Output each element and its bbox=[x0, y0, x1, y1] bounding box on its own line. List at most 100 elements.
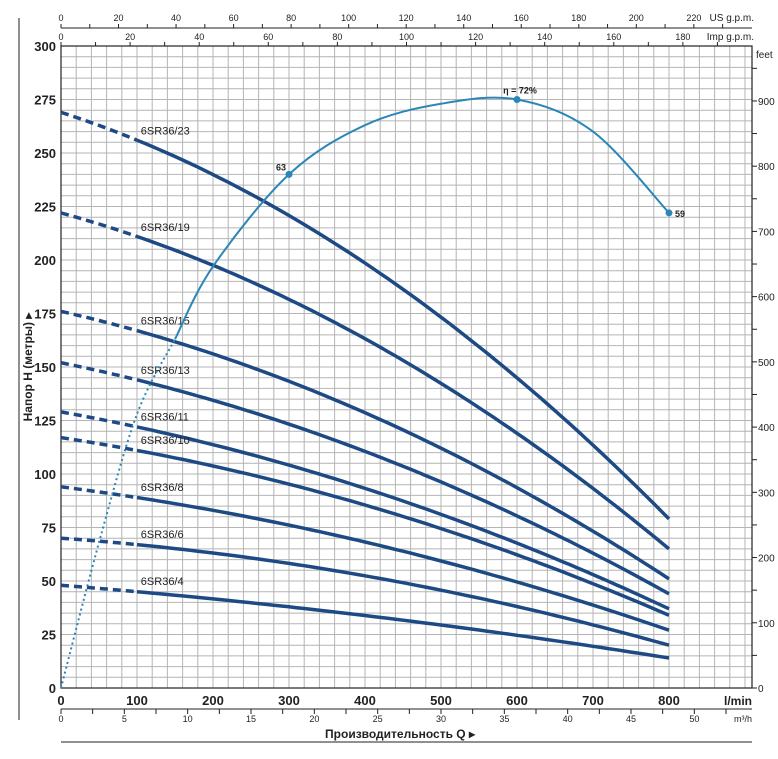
pump-curve-extrapolated bbox=[60, 410, 138, 429]
us-gpm-tick-label: 20 bbox=[114, 13, 124, 23]
x-tick-label: 600 bbox=[506, 693, 528, 708]
m3h-tick-label: 0 bbox=[58, 714, 63, 724]
x-tick-label: 400 bbox=[354, 693, 376, 708]
pump-curve bbox=[136, 234, 671, 551]
efficiency-marker bbox=[285, 170, 293, 178]
us-gpm-axis-label: US g.p.m. bbox=[710, 13, 754, 24]
m3h-tick-label: 30 bbox=[436, 714, 446, 724]
imp-gpm-tick-label: 60 bbox=[263, 32, 273, 42]
pump-curve-label: 6SR36/19 bbox=[141, 222, 190, 234]
m3h-tick-label: 50 bbox=[689, 714, 699, 724]
feet-axis-label: feet bbox=[756, 50, 773, 61]
feet-tick-label: 700 bbox=[758, 227, 775, 238]
pump-curve bbox=[136, 448, 670, 617]
feet-tick-label: 0 bbox=[758, 684, 764, 695]
m3h-tick-label: 10 bbox=[183, 714, 193, 724]
y-axis-title: Напор H (метры) ▸ bbox=[21, 312, 35, 422]
pump-curve bbox=[136, 328, 670, 581]
m3h-tick-label: 20 bbox=[309, 714, 319, 724]
us-gpm-tick-label: 200 bbox=[629, 13, 644, 23]
pump-curve-extrapolated bbox=[60, 211, 138, 239]
efficiency-label: 59 bbox=[675, 209, 685, 219]
m3h-tick-label: 40 bbox=[563, 714, 573, 724]
x-tick-label: 300 bbox=[278, 693, 300, 708]
imp-gpm-axis-label: Imp g.p.m. bbox=[707, 32, 754, 43]
us-gpm-tick-label: 100 bbox=[341, 13, 356, 23]
efficiency-label: η = 72% bbox=[503, 86, 537, 96]
x-tick-label: 700 bbox=[582, 693, 604, 708]
pump-curve bbox=[136, 495, 670, 632]
us-gpm-tick-label: 120 bbox=[399, 13, 414, 23]
pump-curve-label: 6SR36/8 bbox=[141, 482, 184, 494]
pump-curve-label: 6SR36/13 bbox=[141, 365, 190, 377]
us-gpm-tick-label: 40 bbox=[171, 13, 181, 23]
pump-curve bbox=[136, 378, 670, 596]
pump-curve bbox=[136, 542, 670, 647]
us-gpm-tick-label: 220 bbox=[686, 13, 701, 23]
pump-curve-label: 6SR36/4 bbox=[141, 576, 184, 588]
efficiency-label: 63 bbox=[276, 162, 286, 172]
imp-gpm-tick-label: 0 bbox=[58, 32, 63, 42]
feet-tick-label: 400 bbox=[758, 423, 775, 434]
feet-tick-label: 300 bbox=[758, 488, 775, 499]
feet-tick-label: 900 bbox=[758, 97, 775, 108]
y-tick-label: 50 bbox=[42, 574, 56, 589]
m3h-tick-label: 25 bbox=[373, 714, 383, 724]
imp-gpm-tick-label: 40 bbox=[194, 32, 204, 42]
feet-tick-label: 200 bbox=[758, 554, 775, 565]
feet-tick-label: 800 bbox=[758, 162, 775, 173]
feet-tick-label: 600 bbox=[758, 293, 775, 304]
feet-tick-label: 500 bbox=[758, 358, 775, 369]
y-tick-label: 300 bbox=[34, 39, 56, 54]
m3h-tick-label: 45 bbox=[626, 714, 636, 724]
pump-curve-label: 6SR36/15 bbox=[141, 316, 190, 328]
y-tick-label: 200 bbox=[34, 253, 56, 268]
imp-gpm-tick-label: 20 bbox=[125, 32, 135, 42]
us-gpm-tick-label: 80 bbox=[286, 13, 296, 23]
us-gpm-tick-label: 60 bbox=[229, 13, 239, 23]
efficiency-marker bbox=[513, 96, 521, 103]
imp-gpm-tick-label: 120 bbox=[468, 32, 483, 42]
y-tick-label: 25 bbox=[42, 628, 56, 643]
us-gpm-tick-label: 0 bbox=[58, 13, 63, 23]
efficiency-curve bbox=[174, 96, 670, 340]
pump-curve-extrapolated bbox=[60, 110, 138, 142]
efficiency-marker bbox=[665, 209, 673, 217]
x-tick-label: 100 bbox=[126, 693, 148, 708]
grid bbox=[61, 46, 752, 688]
y-tick-label: 150 bbox=[34, 360, 56, 375]
pump-curve-label: 6SR36/11 bbox=[141, 412, 189, 424]
pump-curve-label: 6SR36/6 bbox=[141, 529, 184, 541]
x-tick-label: 800 bbox=[658, 693, 680, 708]
m3h-tick-label: 15 bbox=[246, 714, 256, 724]
y-tick-label: 75 bbox=[42, 521, 56, 536]
imp-gpm-tick-label: 80 bbox=[332, 32, 342, 42]
y-tick-label: 0 bbox=[49, 681, 56, 696]
us-gpm-tick-label: 140 bbox=[456, 13, 471, 23]
feet-tick-label: 100 bbox=[758, 619, 775, 630]
x-unit-label: l/min bbox=[724, 694, 752, 708]
x-tick-label: 0 bbox=[57, 693, 64, 708]
us-gpm-tick-label: 160 bbox=[514, 13, 529, 23]
pump-curve bbox=[136, 138, 671, 521]
y-tick-label: 275 bbox=[34, 93, 56, 108]
m3h-axis-label: m³/h bbox=[734, 714, 752, 724]
y-tick-label: 175 bbox=[34, 307, 56, 322]
pump-curve-extrapolated bbox=[60, 435, 138, 453]
pump-curve bbox=[136, 589, 670, 660]
pump-curve-label: 6SR36/10 bbox=[141, 435, 190, 447]
x-axis-title: Производительность Q ▸ bbox=[325, 727, 476, 741]
pump-curve-label: 6SR36/23 bbox=[141, 126, 190, 138]
x-tick-label: 200 bbox=[202, 693, 224, 708]
pump-curve-extrapolated bbox=[60, 309, 138, 333]
imp-gpm-tick-label: 180 bbox=[675, 32, 690, 42]
m3h-tick-label: 35 bbox=[499, 714, 509, 724]
pump-curve bbox=[136, 425, 670, 611]
imp-gpm-tick-label: 100 bbox=[399, 32, 414, 42]
imp-gpm-tick-label: 140 bbox=[537, 32, 552, 42]
x-tick-label: 500 bbox=[430, 693, 452, 708]
y-tick-label: 225 bbox=[34, 200, 56, 215]
y-tick-label: 100 bbox=[34, 467, 56, 482]
m3h-tick-label: 5 bbox=[122, 714, 127, 724]
